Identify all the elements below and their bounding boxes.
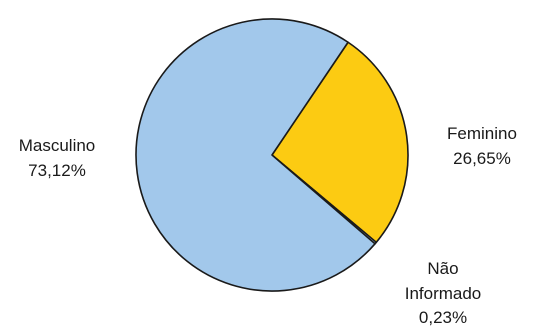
pie-slices	[135, 18, 409, 292]
slice-value-feminino: 26,65%	[453, 149, 511, 168]
pie-slice-masculino	[135, 18, 376, 292]
pie-slice-feminino	[271, 41, 409, 244]
slice-label-nao-informado-line2: Informado	[405, 284, 482, 303]
slice-label-nao-informado-line1: Não	[427, 259, 458, 278]
slice-label-masculino: Masculino	[19, 136, 96, 155]
slice-value-nao-informado: 0,23%	[419, 308, 467, 327]
slice-value-masculino: 73,12%	[28, 161, 86, 180]
slice-label-feminino: Feminino	[447, 124, 517, 143]
